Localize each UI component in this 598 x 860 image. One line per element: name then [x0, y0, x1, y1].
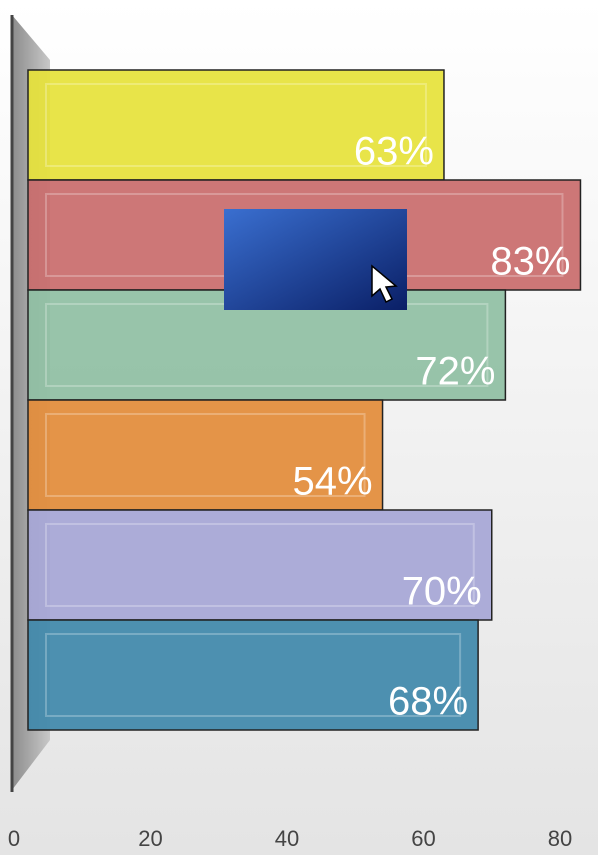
- x-tick-label: 60: [411, 826, 435, 851]
- x-tick-label: 80: [548, 826, 572, 851]
- bar: [27, 399, 384, 511]
- bar-bevel: [45, 523, 475, 607]
- bar-bevel: [45, 83, 427, 167]
- bar-bevel: [45, 633, 462, 717]
- bar: [27, 69, 445, 181]
- value-label: 68%: [388, 680, 468, 724]
- value-label: 54%: [292, 460, 372, 504]
- value-label: 72%: [415, 350, 495, 394]
- x-tick-label: 20: [138, 826, 162, 851]
- value-label: 70%: [402, 570, 482, 614]
- x-tick-label: 40: [275, 826, 299, 851]
- bar: [27, 619, 479, 731]
- bar: [27, 509, 493, 621]
- value-label: 83%: [490, 240, 570, 284]
- bar-bevel: [45, 413, 366, 497]
- value-label: 63%: [354, 130, 434, 174]
- web-image: [224, 209, 407, 310]
- x-tick-label: 0: [8, 826, 20, 851]
